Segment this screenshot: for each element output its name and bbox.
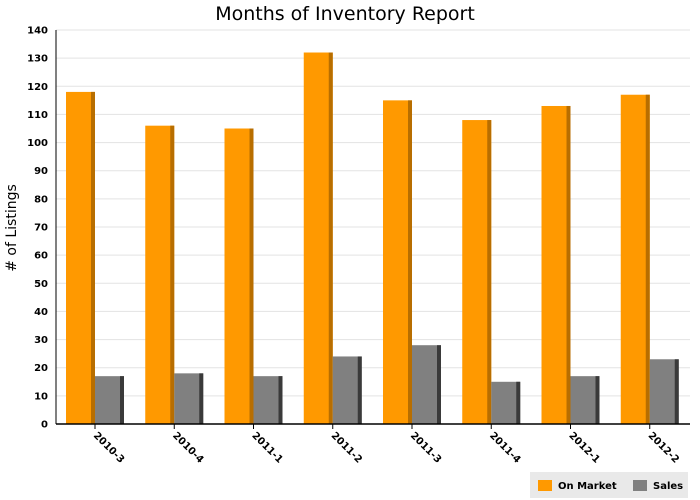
- bar-side-on-market: [249, 128, 254, 424]
- y-tick-label: 20: [34, 363, 48, 374]
- x-tick-label: 2010-3: [91, 430, 126, 465]
- x-axis-ticks: 2010-3 2010-4 2011-1 2011-2 2011-3 2011-4 2012…: [91, 424, 681, 466]
- x-tick-label: 2012-2: [646, 430, 681, 465]
- y-tick-label: 110: [27, 110, 48, 121]
- y-axis-label: # of Listings: [4, 184, 20, 272]
- bar-sales: [253, 376, 283, 424]
- bar-sales: [570, 376, 600, 424]
- bar-sales: [649, 359, 679, 424]
- bar-side-sales: [516, 381, 521, 424]
- legend-swatch-on-market: [538, 480, 552, 491]
- y-tick-label: 90: [34, 166, 48, 177]
- chart-title: Months of Inventory Report: [215, 3, 475, 25]
- legend: On Market Sales: [530, 472, 688, 498]
- x-tick-label: 2011-4: [487, 430, 522, 465]
- bars: [66, 52, 679, 425]
- bar-sales: [412, 345, 441, 424]
- y-tick-label: 120: [27, 82, 48, 93]
- y-tick-label: 40: [34, 307, 48, 318]
- y-tick-label: 80: [34, 194, 48, 205]
- bar-side-sales: [199, 373, 204, 424]
- bar-on-market: [620, 94, 650, 424]
- legend-background: [530, 472, 688, 498]
- y-tick-label: 0: [41, 420, 48, 431]
- bar-sales: [174, 373, 204, 424]
- legend-label-sales: Sales: [653, 481, 683, 492]
- x-tick-label: 2011-3: [408, 430, 443, 465]
- y-tick-label: 10: [34, 391, 48, 402]
- bar-side-on-market: [408, 100, 412, 424]
- bar-on-market: [383, 100, 412, 424]
- bar-side-on-market: [170, 125, 175, 424]
- y-tick-label: 50: [34, 279, 48, 290]
- y-tick-label: 100: [27, 138, 48, 149]
- bar-sales: [332, 356, 362, 424]
- bar-side-sales: [120, 376, 124, 424]
- bar-side-on-market: [487, 120, 492, 425]
- x-tick-label: 2012-1: [566, 430, 601, 465]
- y-axis-ticks: 0 10 20 30 40 50 60 70 80 90 100 110 120 130 140: [27, 26, 48, 431]
- bar-on-market: [224, 128, 254, 424]
- legend-swatch-sales: [633, 480, 647, 491]
- bar-side-sales: [357, 356, 362, 424]
- x-tick-label: 2011-1: [249, 430, 284, 465]
- bar-on-market: [66, 91, 95, 425]
- bar-side-on-market: [328, 52, 333, 425]
- y-tick-label: 140: [27, 26, 48, 37]
- bar-side-sales: [437, 345, 441, 424]
- bar-sales: [95, 376, 124, 424]
- bar-on-market: [145, 125, 175, 424]
- y-tick-label: 70: [34, 223, 48, 234]
- bar-side-sales: [674, 359, 679, 424]
- bar-sales: [491, 381, 521, 424]
- x-tick-label: 2010-4: [170, 430, 205, 465]
- legend-label-on-market: On Market: [558, 481, 617, 492]
- bar-side-sales: [278, 376, 283, 424]
- bar-on-market: [462, 120, 492, 425]
- bar-side-on-market: [566, 105, 571, 424]
- bar-side-sales: [595, 376, 600, 424]
- bar-on-market: [541, 105, 571, 424]
- x-tick-label: 2011-2: [329, 430, 364, 465]
- bar-on-market: [303, 52, 333, 425]
- bar-side-on-market: [645, 94, 650, 424]
- y-tick-label: 60: [34, 251, 48, 262]
- y-tick-label: 30: [34, 335, 48, 346]
- y-tick-label: 130: [27, 54, 48, 65]
- bar-side-on-market: [91, 91, 95, 425]
